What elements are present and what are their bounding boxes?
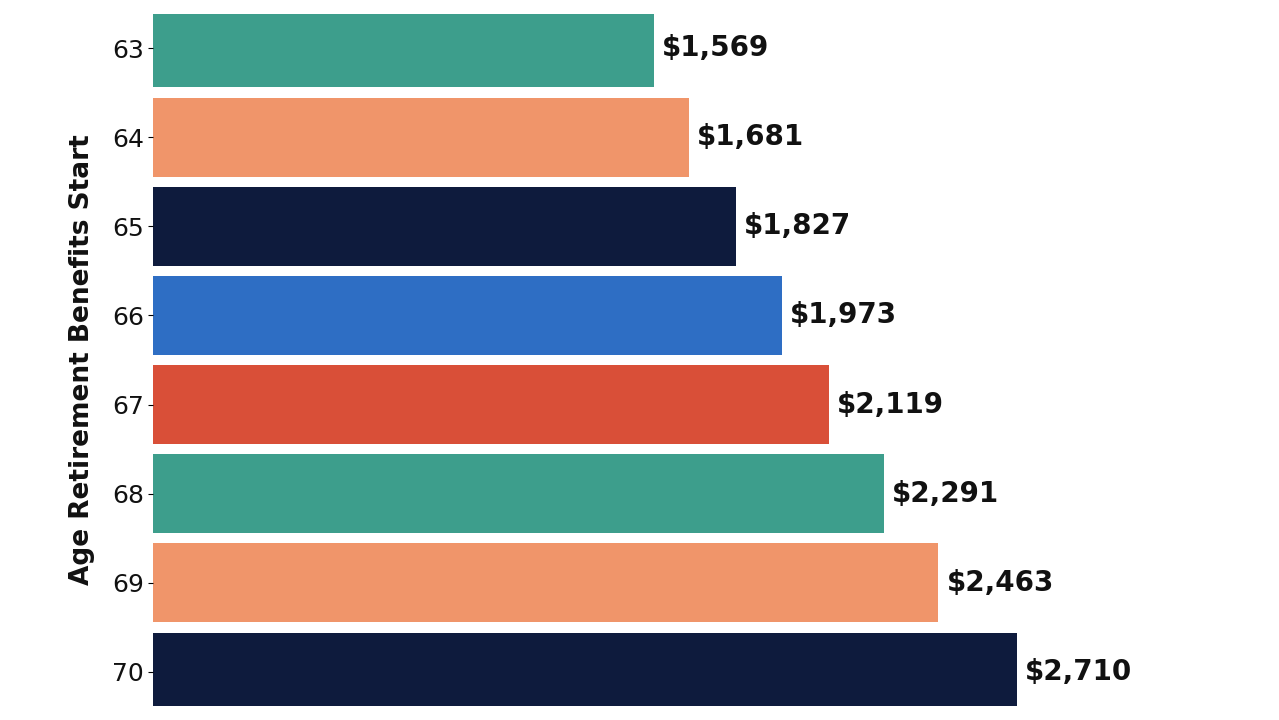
Bar [153, 365, 829, 444]
Bar [153, 544, 939, 622]
Text: $1,973: $1,973 [790, 302, 898, 330]
Bar [153, 454, 884, 533]
Text: $2,710: $2,710 [1026, 658, 1132, 685]
Bar [153, 633, 1017, 711]
Text: $1,569: $1,569 [661, 35, 769, 62]
Bar [153, 187, 735, 266]
Text: $1,681: $1,681 [697, 123, 804, 151]
Bar [153, 98, 689, 176]
Bar [153, 9, 654, 87]
Text: $2,463: $2,463 [946, 569, 1054, 597]
Text: $2,291: $2,291 [891, 480, 999, 508]
Y-axis label: Age Retirement Benefits Start: Age Retirement Benefits Start [69, 135, 95, 585]
Text: $2,119: $2,119 [836, 390, 944, 418]
Text: $1,827: $1,827 [743, 212, 851, 240]
Bar [153, 276, 783, 355]
